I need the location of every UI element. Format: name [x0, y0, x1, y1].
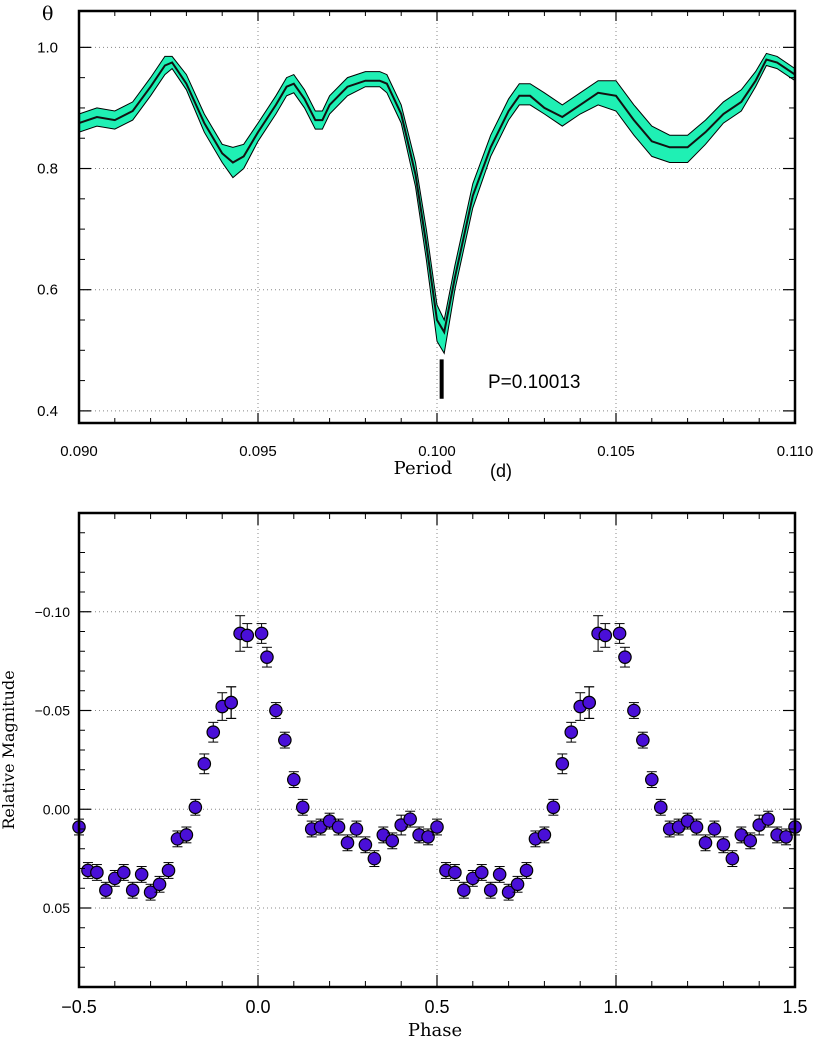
light-curve-panel: −0.5 0.0 0.5 1.0 1.5 −0.10 −0.05 0.00 0.05 Phas…: [0, 511, 808, 1041]
data-point: [761, 812, 775, 826]
data-point: [125, 883, 140, 898]
data-point: [295, 800, 310, 815]
data-point: [510, 877, 525, 892]
data-point: [519, 863, 534, 878]
light-curve-ticks: [78, 513, 796, 988]
x-tick-label: 0.5: [424, 997, 449, 1017]
y-tick-label: 0.8: [37, 161, 58, 178]
data-point: [179, 828, 194, 842]
data-point: [99, 883, 113, 898]
data-point: [618, 650, 632, 664]
data-point: [689, 820, 704, 834]
data-point: [698, 836, 713, 850]
y-tick-label: 1.0: [37, 39, 58, 56]
best-period-annotation: P=0.10013: [488, 372, 580, 393]
data-point: [448, 865, 462, 880]
data-point: [564, 725, 579, 740]
data-point: [403, 812, 417, 826]
period-axis-label: Period: [394, 458, 453, 479]
x-tick-label: 0.105: [597, 443, 635, 460]
data-point: [743, 834, 758, 848]
y-tick-label: −0.05: [35, 703, 71, 719]
x-tick-label: 0.110: [777, 443, 813, 460]
data-point: [358, 837, 373, 852]
periodogram-frame: [77, 9, 797, 425]
data-point: [260, 650, 274, 664]
x-tick-label: 0.095: [239, 443, 277, 460]
theta-curve: [78, 58, 796, 335]
data-point: [555, 757, 570, 771]
data-point: [385, 834, 400, 848]
data-point: [421, 830, 435, 844]
light-curve-grid: [79, 513, 795, 987]
data-point: [331, 820, 346, 834]
phase-axis-label: Phase: [408, 1020, 462, 1041]
data-point: [546, 800, 561, 815]
data-point: [116, 865, 131, 880]
y-tick-label: 0.6: [37, 282, 58, 299]
x-tick-label: 0.0: [245, 997, 270, 1017]
data-point: [367, 851, 382, 866]
data-point: [582, 695, 596, 710]
data-point: [188, 800, 203, 815]
periodogram-x-tick-labels: 0.090 0.095 0.100 0.105 0.110: [60, 443, 813, 460]
periodogram-y-tick-labels: 0.4 0.6 0.8 1.0: [37, 39, 58, 420]
data-point: [206, 725, 221, 740]
y-tick-label: 0.00: [43, 801, 70, 817]
period-axis-unit: (d): [490, 461, 512, 481]
y-tick-label: 0.05: [43, 900, 70, 916]
y-tick-label: −0.10: [35, 604, 71, 620]
data-point: [278, 733, 292, 747]
y-tick-label: 0.4: [37, 403, 58, 420]
data-point: [90, 865, 104, 880]
data-point: [483, 883, 498, 898]
data-point: [636, 733, 650, 747]
x-tick-label: 1.0: [603, 997, 628, 1017]
data-point: [340, 836, 355, 850]
data-point: [134, 867, 149, 882]
periodogram-ticks: [78, 11, 796, 423]
data-point: [644, 772, 659, 787]
light-curve-x-tick-labels: −0.5 0.0 0.5 1.0 1.5: [61, 997, 807, 1017]
data-point: [627, 703, 641, 718]
data-point: [161, 863, 176, 878]
data-point: [269, 703, 283, 718]
data-point: [779, 830, 793, 844]
periodogram-grid: [79, 11, 795, 423]
data-point: [612, 626, 627, 641]
data-point: [349, 822, 364, 836]
x-tick-label: −0.5: [61, 997, 97, 1017]
data-point: [716, 837, 731, 852]
x-tick-label: 0.090: [60, 443, 98, 460]
data-point: [598, 628, 613, 643]
data-point: [725, 851, 740, 866]
data-point: [430, 820, 444, 834]
relative-magnitude-axis-label: Relative Magnitude: [0, 670, 18, 829]
data-point: [653, 800, 668, 815]
data-point: [286, 772, 301, 787]
data-point: [457, 883, 471, 898]
x-tick-label: 1.5: [782, 997, 807, 1017]
data-point: [537, 828, 552, 842]
data-point: [224, 695, 238, 710]
data-point: [474, 865, 489, 880]
data-point: [152, 877, 167, 892]
x-tick-label: 0.100: [418, 443, 456, 460]
light-curve-points: [72, 615, 802, 901]
data-point: [254, 626, 269, 641]
light-curve-y-tick-labels: −0.10 −0.05 0.00 0.05: [35, 604, 71, 916]
periodogram-panel: 0.090 0.095 0.100 0.105 0.110 0.4 0.6 0.8 1.0 θ…: [37, 3, 813, 481]
data-point: [197, 757, 212, 771]
data-point: [492, 867, 507, 882]
theta-axis-label: θ: [42, 3, 53, 25]
data-point: [707, 822, 722, 836]
data-point: [240, 628, 255, 643]
